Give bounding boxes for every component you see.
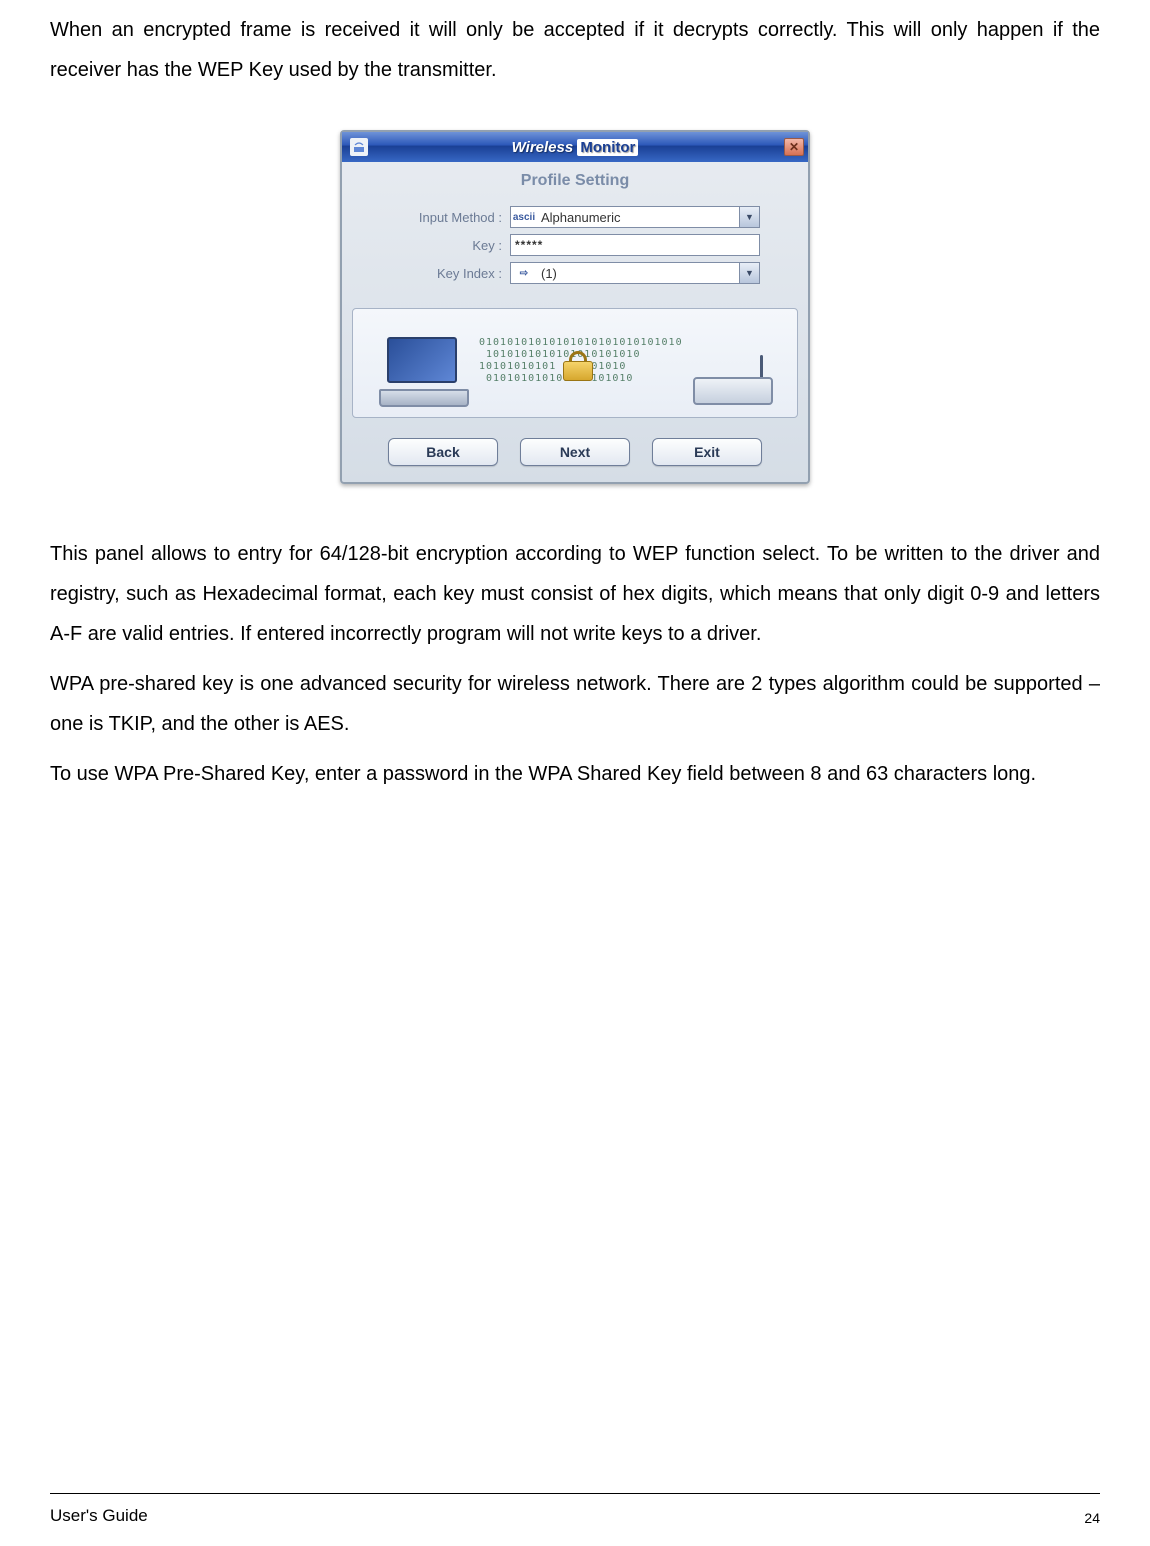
label-key: Key :: [360, 238, 510, 253]
next-button[interactable]: Next: [520, 438, 630, 466]
intro-paragraph: When an encrypted frame is received it w…: [50, 10, 1100, 90]
chevron-down-icon: ▼: [739, 263, 759, 283]
label-key-index: Key Index :: [360, 266, 510, 281]
form-area: Input Method : ascii Alphanumeric ▼ Key …: [342, 196, 808, 300]
key-index-value: (1): [537, 266, 739, 281]
dialog-title: Wireless Monitor: [512, 139, 639, 156]
screenshot-container: Wireless Monitor ✕ Profile Setting Input…: [50, 130, 1100, 484]
input-method-value: Alphanumeric: [537, 210, 739, 225]
label-input-method: Input Method :: [360, 210, 510, 225]
exit-button[interactable]: Exit: [652, 438, 762, 466]
dialog-titlebar: Wireless Monitor ✕: [342, 132, 808, 162]
paragraph-3: WPA pre-shared key is one advanced secur…: [50, 664, 1100, 744]
footer-divider: [50, 1493, 1100, 1494]
footer-left: User's Guide: [50, 1506, 148, 1526]
arrow-icon: ⇨: [511, 268, 537, 279]
app-icon: [350, 138, 368, 156]
dialog-subtitle: Profile Setting: [342, 162, 808, 196]
ascii-icon: ascii: [511, 212, 537, 223]
paragraph-4: To use WPA Pre-Shared Key, enter a passw…: [50, 754, 1100, 794]
dialog-button-row: Back Next Exit: [342, 428, 808, 482]
input-method-dropdown[interactable]: ascii Alphanumeric ▼: [510, 206, 760, 228]
illustration-panel: 01010101010101010101010101010 1010101010…: [352, 308, 798, 418]
row-key-index: Key Index : ⇨ (1) ▼: [360, 262, 790, 284]
router-icon: [693, 355, 773, 405]
paragraph-2: This panel allows to entry for 64/128-bi…: [50, 534, 1100, 654]
laptop-icon: [379, 337, 469, 407]
title-prefix: Wireless: [512, 139, 574, 156]
row-key: Key : *****: [360, 234, 790, 256]
wireless-monitor-dialog: Wireless Monitor ✕ Profile Setting Input…: [340, 130, 810, 484]
key-input[interactable]: *****: [510, 234, 760, 256]
chevron-down-icon: ▼: [739, 207, 759, 227]
close-icon: ✕: [789, 140, 799, 154]
page-number: 24: [1084, 1510, 1100, 1526]
key-value: *****: [515, 238, 543, 252]
page-footer: User's Guide 24: [50, 1506, 1100, 1526]
close-button[interactable]: ✕: [784, 138, 804, 156]
key-index-dropdown[interactable]: ⇨ (1) ▼: [510, 262, 760, 284]
back-button[interactable]: Back: [388, 438, 498, 466]
row-input-method: Input Method : ascii Alphanumeric ▼: [360, 206, 790, 228]
title-strong: Monitor: [577, 139, 638, 156]
lock-icon: [563, 351, 593, 381]
